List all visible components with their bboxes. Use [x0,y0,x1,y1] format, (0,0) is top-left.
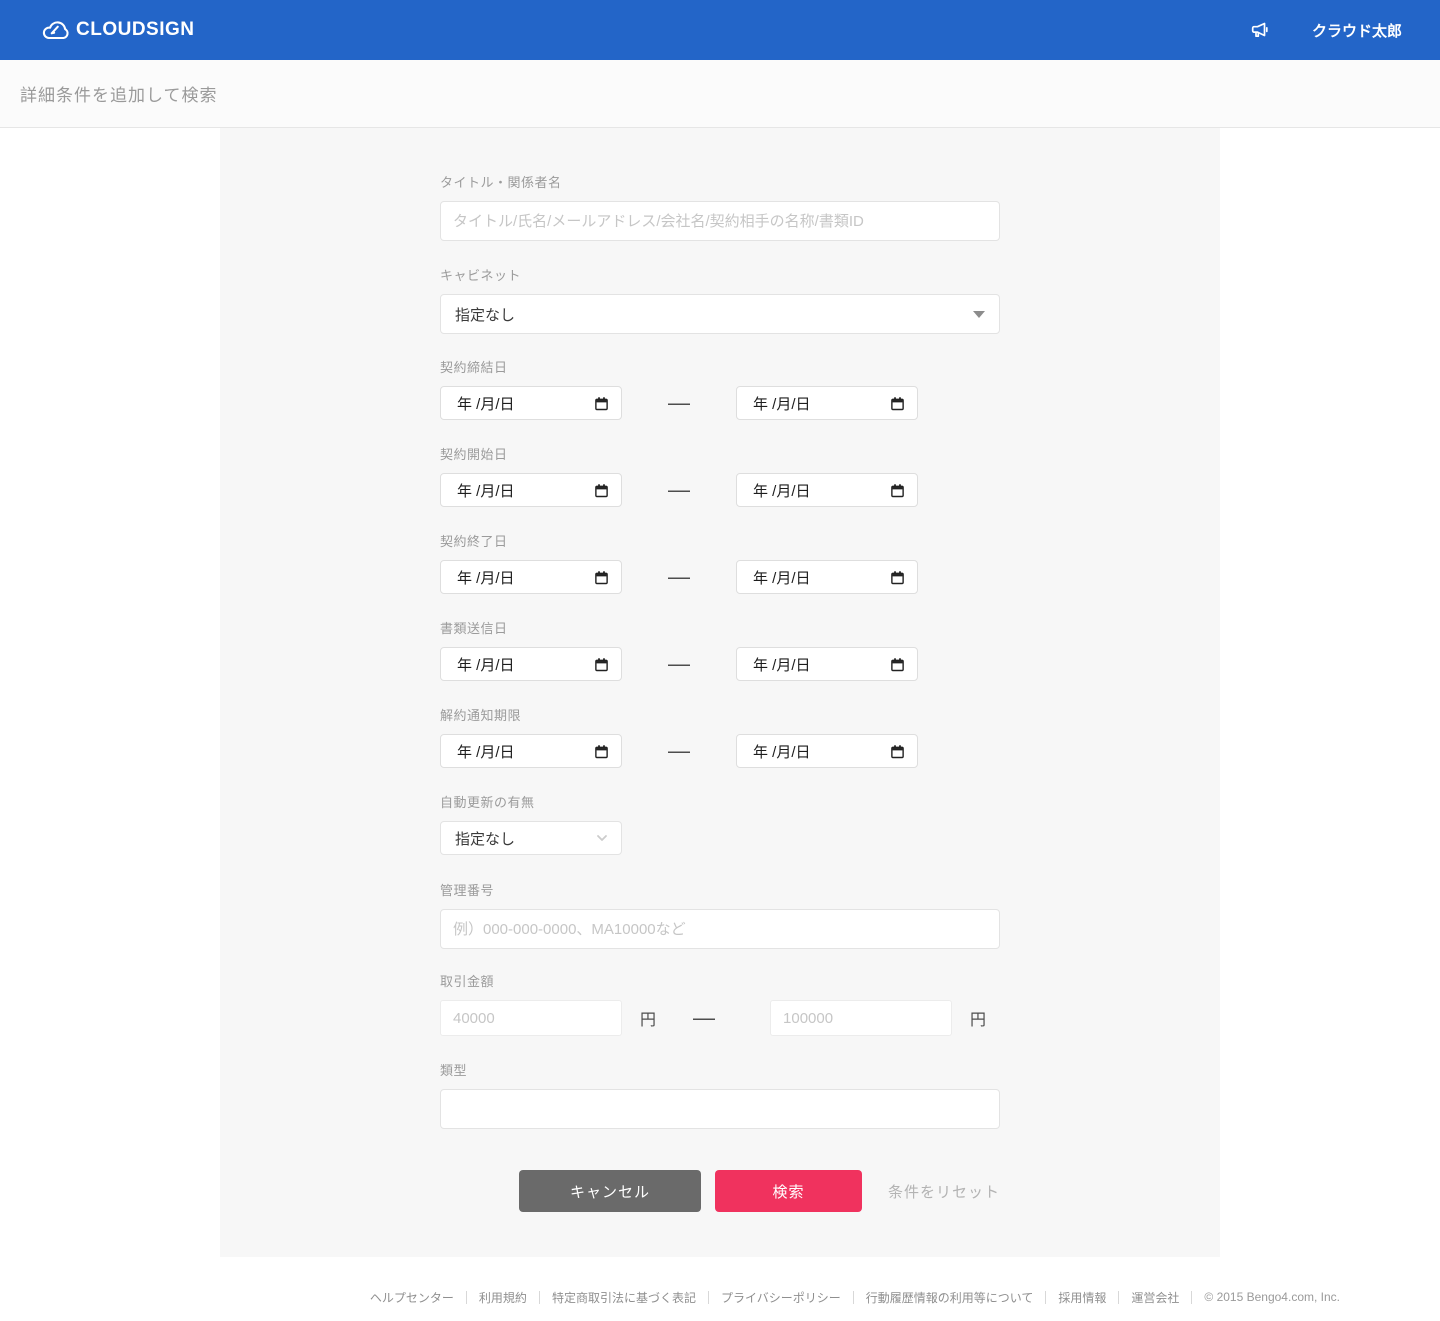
field-contract-start-date: 契約開始日 年 /月/日 — 年 /月/日 [440,444,1000,507]
field-auto-renewal: 自動更新の有無 指定なし [440,792,1000,855]
calendar-icon[interactable] [594,744,609,759]
calendar-icon[interactable] [594,657,609,672]
triangle-down-icon [973,310,985,318]
footer-link-recruit[interactable]: 採用情報 [1058,1290,1107,1305]
field-label: 契約開始日 [440,447,508,462]
amount-from-input[interactable] [440,1000,622,1036]
cloud-logo-icon [40,18,70,42]
auto-renewal-selected-value: 指定なし [455,830,516,848]
date-from-input[interactable]: 年 /月/日 [440,647,622,681]
subheader: 詳細条件を追加して検索 [0,60,1440,128]
date-to-input[interactable]: 年 /月/日 [736,560,918,594]
field-type: 類型 [440,1060,1000,1129]
range-separator: — [668,477,690,502]
footer-divider [852,1290,854,1304]
field-cancellation-notice-deadline: 解約通知期限 年 /月/日 — 年 /月/日 [440,705,1000,768]
calendar-icon[interactable] [594,483,609,498]
field-management-number: 管理番号 [440,880,1000,949]
calendar-icon[interactable] [890,657,905,672]
main-area: タイトル・関係者名 キャビネット 指定なし 契約締結日 年 /月/日 [0,128,1440,1257]
user-menu[interactable]: クラウド太郎 [1311,22,1402,40]
currency-unit-label: 円 [640,1012,657,1029]
date-to-input[interactable]: 年 /月/日 [736,386,918,420]
chevron-down-icon [595,831,609,845]
field-transaction-amount: 取引金額 円 — 円 [440,971,1000,1036]
field-document-sent-date: 書類送信日 年 /月/日 — 年 /月/日 [440,618,1000,681]
field-label: 解約通知期限 [440,708,522,723]
calendar-icon[interactable] [890,570,905,585]
logo-text: CLOUDSIGN [76,19,195,40]
app-footer: ヘルプセンター 利用規約 特定商取引法に基づく表記 プライバシーポリシー 行動履… [0,1257,1440,1321]
calendar-icon[interactable] [594,570,609,585]
date-from-input[interactable]: 年 /月/日 [440,386,622,420]
currency-unit-label: 円 [970,1012,987,1029]
date-from-input[interactable]: 年 /月/日 [440,560,622,594]
footer-divider [1118,1290,1120,1304]
management-number-input[interactable] [440,909,1000,949]
cabinet-selected-value: 指定なし [455,306,516,324]
field-title-party: タイトル・関係者名 [440,172,1000,241]
field-label: 類型 [440,1063,468,1078]
page-title: 詳細条件を追加して検索 [20,86,218,105]
calendar-icon[interactable] [890,396,905,411]
field-label: タイトル・関係者名 [440,175,562,190]
footer-divider [465,1290,467,1304]
range-separator: — [668,651,690,676]
field-label: キャビネット [440,268,522,283]
copyright-text: © 2015 Bengo4.com, Inc. [1204,1290,1340,1304]
date-from-input[interactable]: 年 /月/日 [440,734,622,768]
footer-link-company[interactable]: 運営会社 [1131,1290,1180,1305]
app-header: CLOUDSIGN クラウド太郎 [0,0,1440,60]
range-separator: — [668,390,690,415]
footer-link-privacy-policy[interactable]: プライバシーポリシー [720,1290,841,1305]
footer-divider [1045,1290,1047,1304]
footer-link-help-center[interactable]: ヘルプセンター [369,1290,454,1305]
field-cabinet: キャビネット 指定なし [440,265,1000,334]
range-separator: — [668,738,690,763]
title-party-input[interactable] [440,201,1000,241]
form-actions: キャンセル 検索 条件をリセット [519,1170,1000,1212]
cancel-button[interactable]: キャンセル [519,1170,702,1212]
footer-divider [1191,1290,1193,1304]
calendar-icon[interactable] [890,483,905,498]
field-label: 取引金額 [440,974,495,989]
megaphone-icon[interactable] [1246,16,1274,44]
search-button[interactable]: 検索 [715,1170,862,1212]
amount-to-input[interactable] [770,1000,953,1036]
cloudsign-logo[interactable]: CLOUDSIGN [40,18,195,42]
field-label: 自動更新の有無 [440,795,535,810]
field-label: 契約終了日 [440,534,508,549]
field-label: 管理番号 [440,883,495,898]
calendar-icon[interactable] [890,744,905,759]
range-separator: — [668,564,690,589]
field-contract-end-date: 契約終了日 年 /月/日 — 年 /月/日 [440,531,1000,594]
footer-divider [707,1290,709,1304]
footer-divider [538,1290,540,1304]
calendar-icon[interactable] [594,396,609,411]
type-input[interactable] [440,1089,1000,1129]
search-form-panel: タイトル・関係者名 キャビネット 指定なし 契約締結日 年 /月/日 [220,128,1220,1257]
date-to-input[interactable]: 年 /月/日 [736,734,918,768]
range-separator: — [693,1005,716,1030]
field-contract-conclusion-date: 契約締結日 年 /月/日 — 年 /月/日 [440,357,1000,420]
auto-renewal-select[interactable]: 指定なし [440,821,622,855]
field-label: 書類送信日 [440,621,508,636]
date-to-input[interactable]: 年 /月/日 [736,647,918,681]
reset-conditions-link[interactable]: 条件をリセット [887,1183,1000,1201]
field-label: 契約締結日 [440,360,508,375]
date-from-input[interactable]: 年 /月/日 [440,473,622,507]
cabinet-select[interactable]: 指定なし [440,294,1000,334]
date-to-input[interactable]: 年 /月/日 [736,473,918,507]
footer-link-commercial-law[interactable]: 特定商取引法に基づく表記 [551,1290,696,1305]
footer-link-behavior-history[interactable]: 行動履歴情報の利用等について [865,1290,1034,1305]
footer-link-terms[interactable]: 利用規約 [478,1290,527,1305]
